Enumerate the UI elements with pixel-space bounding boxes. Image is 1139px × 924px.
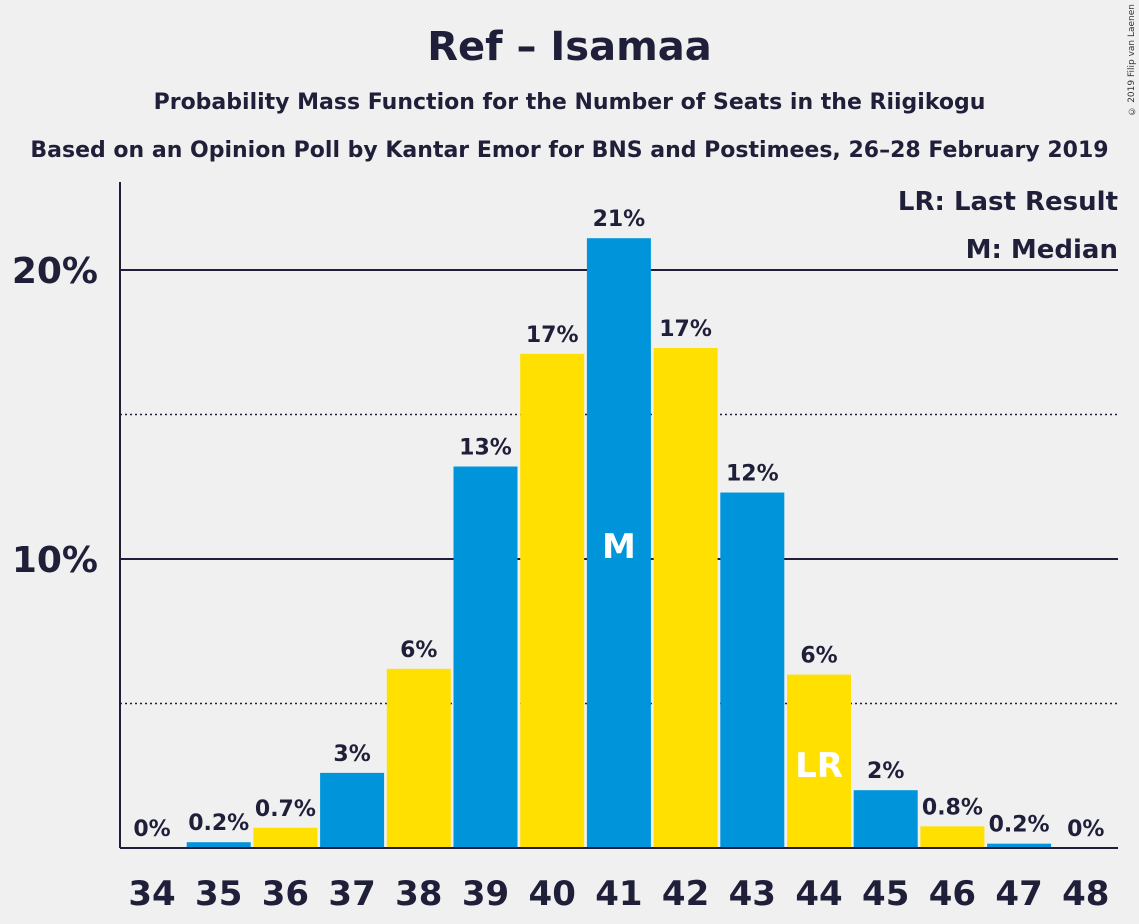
chart-source-note: Based on an Opinion Poll by Kantar Emor …: [30, 138, 1109, 163]
bar-40: [520, 353, 585, 848]
x-tick-label-38: 38: [395, 874, 442, 914]
data-label-39: 13%: [459, 436, 512, 461]
data-label-36: 0.7%: [255, 797, 316, 822]
bar-46: [920, 826, 985, 848]
data-label-42: 17%: [659, 317, 712, 342]
x-tick-label-44: 44: [795, 874, 842, 914]
y-tick-label: 20%: [12, 251, 98, 292]
data-label-37: 3%: [333, 742, 370, 767]
x-tick-label-36: 36: [262, 874, 309, 914]
x-tick-label-41: 41: [595, 874, 642, 914]
bar-38: [386, 668, 451, 848]
x-tick-label-48: 48: [1062, 874, 1109, 914]
last-result-marker: LR: [795, 746, 843, 786]
data-label-45: 2%: [867, 759, 904, 784]
bar-44: [787, 674, 851, 848]
data-label-48: 0%: [1067, 817, 1104, 842]
x-tick-label-34: 34: [128, 874, 175, 914]
x-tick-label-35: 35: [195, 874, 242, 914]
legend-last-result: LR: Last Result: [898, 187, 1118, 217]
x-tick-label-39: 39: [462, 874, 509, 914]
data-label-43: 12%: [726, 462, 779, 487]
data-label-47: 0.2%: [989, 813, 1050, 838]
data-label-34: 0%: [133, 817, 170, 842]
data-label-44: 6%: [800, 644, 837, 669]
x-tick-label-47: 47: [995, 874, 1042, 914]
bar-47: [987, 843, 1052, 848]
legend-background: [980, 232, 1120, 266]
chart-subtitle: Probability Mass Function for the Number…: [153, 90, 986, 115]
data-label-35: 0.2%: [188, 811, 249, 836]
x-tick-label-46: 46: [929, 874, 976, 914]
bar-39: [453, 466, 518, 848]
bar-43: [720, 492, 785, 848]
bar-45: [853, 790, 918, 848]
chart-title: Ref – Isamaa: [427, 24, 712, 70]
median-marker: M: [602, 527, 636, 567]
x-tick-label-45: 45: [862, 874, 909, 914]
bar-41: [586, 238, 651, 848]
x-tick-label-43: 43: [729, 874, 776, 914]
data-label-46: 0.8%: [922, 795, 983, 820]
legend-median: M: Median: [966, 235, 1118, 265]
bar-42: [653, 348, 718, 848]
bar-36: [253, 827, 318, 848]
data-label-38: 6%: [400, 638, 437, 663]
data-label-40: 17%: [526, 323, 579, 348]
x-tick-label-40: 40: [529, 874, 576, 914]
bar-37: [320, 772, 385, 848]
data-label-41: 21%: [593, 207, 646, 232]
y-tick-label: 10%: [12, 540, 98, 581]
x-tick-label-42: 42: [662, 874, 709, 914]
x-tick-label-37: 37: [328, 874, 375, 914]
bar-35: [186, 842, 251, 848]
